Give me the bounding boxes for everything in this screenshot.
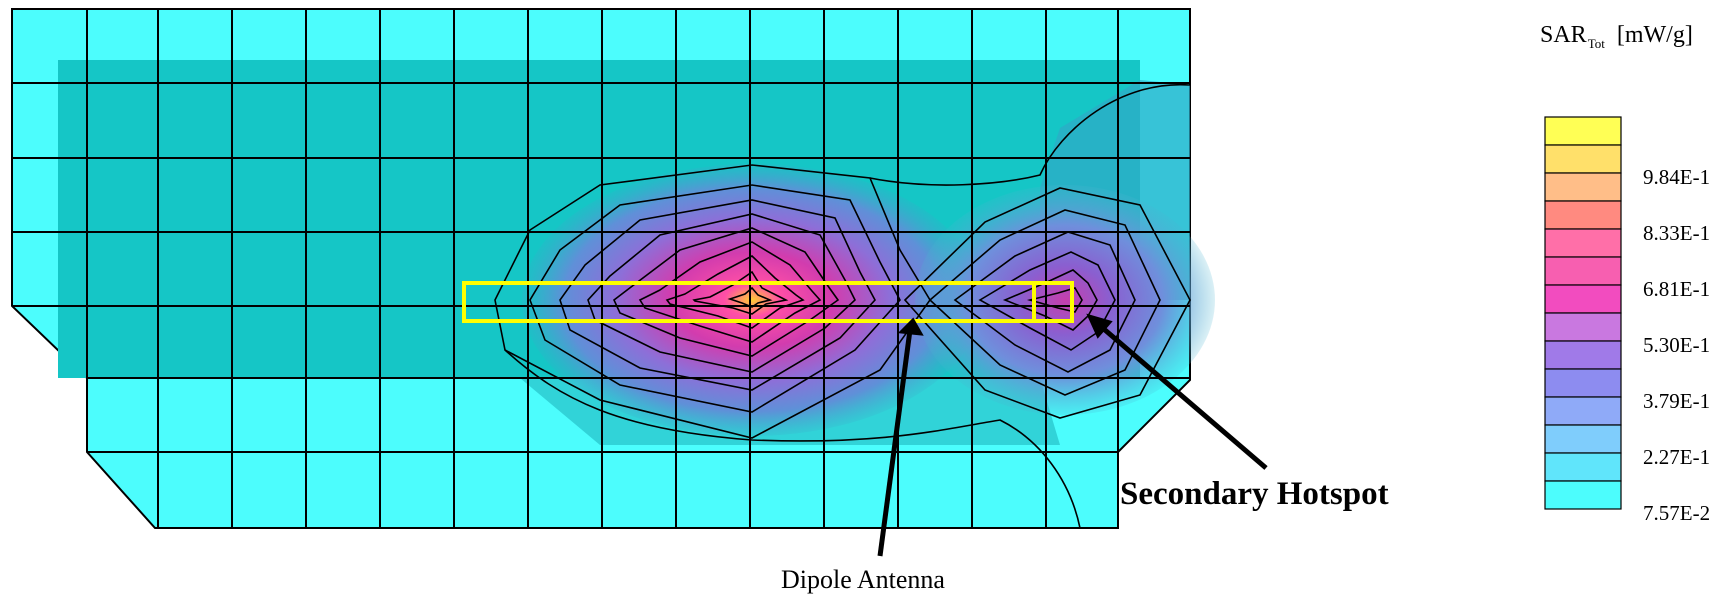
colorbar — [1544, 116, 1622, 510]
colorbar-tick-label: 3.79E-1 — [1643, 389, 1711, 413]
colorbar-swatch — [1544, 340, 1622, 370]
mesh-grid — [12, 9, 1190, 528]
annotation-arrows — [877, 313, 1268, 557]
colorbar-tick-label: 6.81E-1 — [1643, 277, 1711, 301]
colorbar-swatch — [1544, 144, 1622, 174]
contour-upper-right — [869, 83, 1191, 186]
colorbar-title: SARTot [mW/g] — [1540, 22, 1693, 51]
colorbar-swatch — [1544, 172, 1622, 202]
colorbar-tick-label: 8.33E-1 — [1643, 221, 1711, 245]
colorbar-swatch — [1544, 480, 1622, 510]
colorbar-swatch — [1544, 396, 1622, 426]
dipole-antenna-label: Dipole Antenna — [781, 565, 945, 594]
colorbar-tick-label: 9.84E-1 — [1643, 165, 1711, 189]
colorbar-swatch — [1544, 256, 1622, 286]
colorbar-swatch — [1544, 312, 1622, 342]
colorbar-swatch — [1544, 452, 1622, 482]
colorbar-swatch — [1544, 116, 1622, 146]
colorbar-tick-label: 7.57E-2 — [1643, 501, 1711, 525]
colorbar-swatch — [1544, 200, 1622, 230]
contour-lower — [504, 349, 1081, 529]
colorbar-swatch — [1544, 424, 1622, 454]
secondary-hotspot — [915, 185, 1215, 415]
colorbar-swatch — [1544, 284, 1622, 314]
colorbar-tick-label: 2.27E-1 — [1643, 445, 1711, 469]
secondary-hotspot-label: Secondary Hotspot — [1120, 476, 1389, 512]
dipole-antenna-outline — [462, 281, 1074, 323]
colorbar-swatch — [1544, 368, 1622, 398]
colorbar-tick-label: 5.30E-1 — [1643, 333, 1711, 357]
colorbar-swatch — [1544, 228, 1622, 258]
